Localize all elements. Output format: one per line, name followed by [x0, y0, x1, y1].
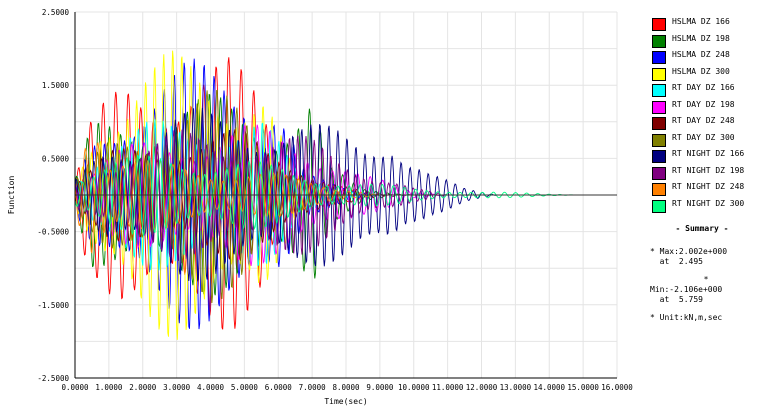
series-line-rt-night-dz-300: [74, 155, 617, 237]
x-tick-label: 11.0000: [432, 383, 464, 392]
summary-min-at: at 5.759: [650, 295, 703, 304]
y-tick-label: 1.5000: [42, 81, 70, 90]
legend-item: RT DAY DZ 248: [650, 115, 762, 132]
legend-label: RT NIGHT DZ 198: [672, 165, 745, 175]
legend-item: HSLMA DZ 166: [650, 16, 762, 33]
legend-label: RT DAY DZ 248: [672, 116, 735, 125]
legend-label: RT NIGHT DZ 166: [672, 149, 745, 158]
x-tick-label: 12.0000: [466, 383, 498, 392]
legend-label: HSLMA DZ 300: [672, 66, 730, 76]
legend-item: RT DAY DZ 166: [650, 82, 762, 99]
response-chart: 0.0000 1.0000 2.0000 3.0000 4.0000 5.0000 6.00…: [7, 8, 633, 406]
summary-unit: * Unit:kN,m,sec: [650, 313, 723, 322]
legend-swatch: [652, 133, 666, 147]
legend-label: RT DAY DZ 166: [672, 83, 735, 92]
summary-star: *: [703, 275, 709, 284]
y-tick-label: 0.5000: [42, 154, 70, 163]
legend-label: RT DAY DZ 300: [672, 132, 735, 142]
legend-swatch: [652, 51, 666, 64]
x-tick-label: 14.0000: [533, 383, 565, 392]
legend-item: HSLMA DZ 300: [650, 66, 762, 83]
y-tick-label: -1.5000: [37, 301, 69, 310]
x-tick-label: 6.0000: [265, 383, 293, 392]
legend-label: RT NIGHT DZ 300: [672, 198, 745, 208]
legend-swatch: [652, 199, 666, 213]
y-tick-label: -2.5000: [37, 374, 69, 383]
legend-item: RT NIGHT DZ 300: [650, 198, 762, 215]
x-tick-label: 16.0000: [601, 383, 633, 392]
legend-swatch: [652, 117, 666, 130]
legend-item: RT DAY DZ 198: [650, 99, 762, 116]
x-tick-label: 2.0000: [129, 383, 157, 392]
legend-item: RT NIGHT DZ 166: [650, 148, 762, 165]
legend-item: RT DAY DZ 300: [650, 132, 762, 149]
x-tick-label: 10.0000: [398, 383, 430, 392]
summary-max: * Max:2.002e+000: [650, 247, 728, 256]
summary-title: - Summary -: [675, 224, 729, 233]
legend-item: HSLMA DZ 198: [650, 33, 762, 50]
legend-swatch: [652, 166, 666, 180]
legend-item: RT NIGHT DZ 248: [650, 181, 762, 198]
legend-label: HSLMA DZ 248: [672, 50, 730, 59]
summary-min: Min:-2.106e+000: [650, 285, 723, 294]
summary-max-at: at 2.495: [650, 257, 703, 266]
x-tick-label: 13.0000: [500, 383, 532, 392]
x-tick-label: 0.0000: [61, 383, 89, 392]
x-tick-label: 5.0000: [231, 383, 259, 392]
legend-swatch: [652, 34, 666, 48]
legend-label: HSLMA DZ 198: [672, 33, 730, 43]
legend-item: RT NIGHT DZ 198: [650, 165, 762, 182]
axes: 0.0000 1.0000 2.0000 3.0000 4.0000 5.0000 6.00…: [37, 8, 633, 392]
legend-swatch: [652, 183, 666, 196]
x-axis-label: Time(sec): [324, 397, 367, 406]
legend-swatch: [652, 18, 666, 31]
legend-label: RT NIGHT DZ 248: [672, 182, 745, 191]
x-tick-label: 15.0000: [567, 383, 599, 392]
legend-swatch: [652, 67, 666, 81]
legend-swatch: [652, 84, 666, 97]
x-tick-label: 7.0000: [299, 383, 327, 392]
summary-panel: - Summary - * Max:2.002e+000 at 2.495 * …: [650, 224, 762, 323]
legend-label: HSLMA DZ 166: [672, 17, 730, 26]
legend-item: HSLMA DZ 248: [650, 49, 762, 66]
y-tick-label: -0.5000: [37, 228, 69, 237]
x-tick-label: 9.0000: [366, 383, 394, 392]
x-tick-label: 3.0000: [163, 383, 191, 392]
legend-swatch: [652, 100, 666, 114]
legend-label: RT DAY DZ 198: [672, 99, 735, 109]
legend-swatch: [652, 150, 666, 163]
y-axis-label: Function: [7, 176, 16, 215]
legend: HSLMA DZ 166 HSLMA DZ 198 HSLMA DZ 248 HSLM…: [650, 16, 762, 214]
x-tick-label: 1.0000: [95, 383, 123, 392]
y-tick-label: 2.5000: [42, 8, 70, 17]
x-tick-label: 4.0000: [197, 383, 225, 392]
x-tick-label: 8.0000: [332, 383, 360, 392]
series-traces: [74, 50, 617, 340]
